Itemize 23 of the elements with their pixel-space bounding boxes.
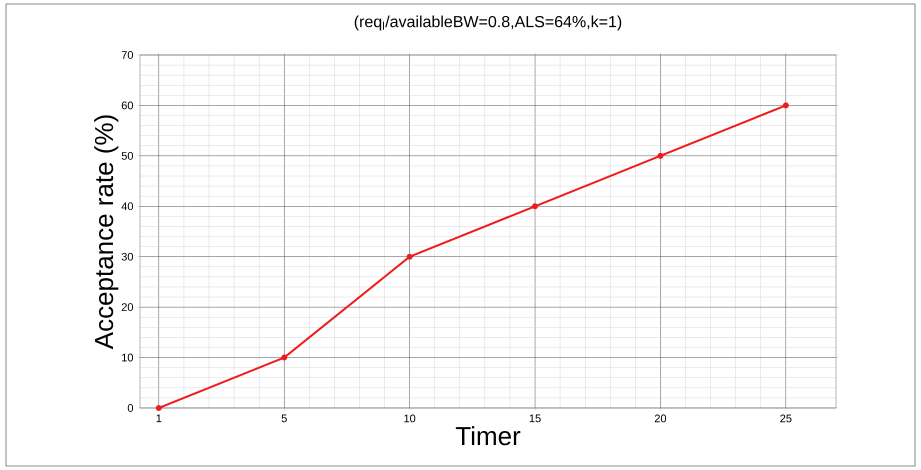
y-tick-label: 20 [122,303,134,312]
x-tick-label: 20 [654,414,666,422]
x-tick-label: 15 [530,414,541,422]
point [532,203,538,210]
point [406,254,413,260]
x-tick-label: 10 [404,414,416,422]
y-tick-label: 30 [122,252,134,261]
y-tick-label: 0 [128,404,134,412]
x-tick-label: 1 [156,414,162,422]
point [782,102,789,108]
x-tick-label: 25 [780,414,792,422]
point [657,152,664,159]
y-tick-label: 10 [122,354,134,362]
x-axis-title: Timer [456,426,520,446]
y-tick-label: 40 [121,202,134,210]
y-tick-label: 70 [122,51,134,59]
x-tick-label: 5 [282,414,287,422]
chart-title: (req$_{l}$/availableBW=0.8,ALS=64%,k=1) [354,16,622,30]
point [281,354,288,361]
point [156,404,162,411]
y-tick-label: 50 [122,152,134,160]
y-axis-title: Acceptance rate (%) [94,115,118,350]
y-tick-label: 60 [122,102,134,110]
